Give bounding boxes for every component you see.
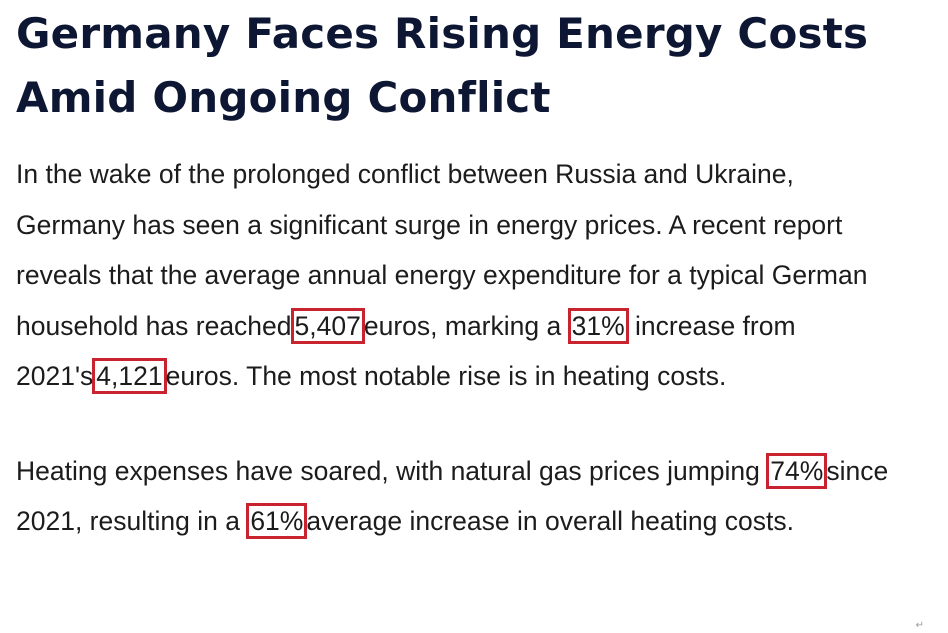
article-title: Germany Faces Rising Energy Costs Amid On… [16, 0, 908, 130]
title-line-1: Germany Faces Rising Energy Costs [16, 9, 869, 58]
highlight-household-expenditure: 5,407 [290, 307, 365, 344]
p1-text-2: euros, marking a [363, 310, 562, 341]
p1-text-3: increase from 2021's [16, 310, 796, 392]
p1-text-4: euros. The most notable rise is in heati… [165, 361, 727, 391]
title-line-2: Amid Ongoing Conflict [16, 73, 551, 122]
highlight-increase-percent: 31% [567, 307, 629, 344]
highlight-gas-price-increase: 74% [766, 452, 828, 489]
p2-text-1: Heating expenses have soared, with natur… [16, 455, 760, 486]
p1-text-1: In the wake of the prolonged conflict be… [16, 159, 868, 341]
highlight-heating-cost-increase: 61% [246, 503, 308, 539]
paragraph-1: In the wake of the prolonged conflict be… [16, 149, 908, 402]
highlight-2021-expenditure: 4,121 [92, 358, 167, 394]
p2-text-3: average increase in overall heating cost… [306, 506, 794, 536]
p2-text-2: since 2021, resulting in a [16, 455, 889, 537]
paragraph-2: Heating expenses have soared, with natur… [16, 446, 908, 547]
paragraph-mark-icon: ↵ [915, 620, 924, 631]
